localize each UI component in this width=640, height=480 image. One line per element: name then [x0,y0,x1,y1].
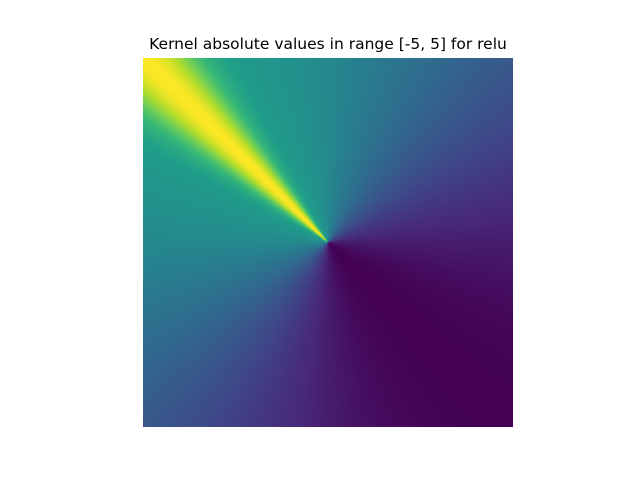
heatmap-image [143,58,513,427]
chart-title: Kernel absolute values in range [-5, 5] … [149,35,507,53]
heatmap-plot-area [143,58,513,427]
